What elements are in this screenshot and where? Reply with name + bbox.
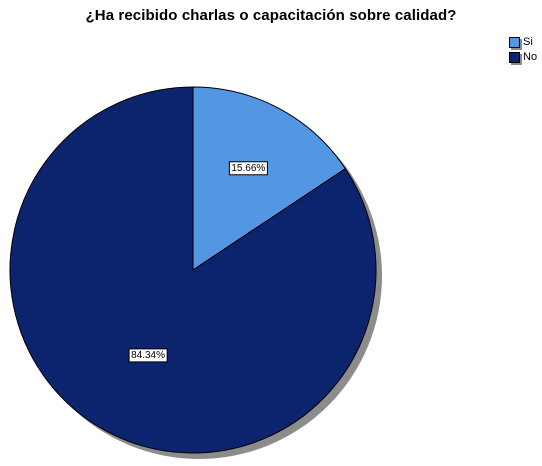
pie-slices: [9, 86, 377, 454]
data-label-text-no: 84.34%: [131, 350, 165, 361]
legend-item-si: Si: [509, 35, 533, 49]
legend-swatch-si: [509, 36, 520, 48]
data-label-box-si: [228, 161, 268, 176]
legend-swatch-no: [509, 51, 520, 63]
pie-slice-no: [9, 86, 377, 454]
data-label-si: 15.66%: [228, 161, 268, 176]
data-label-no: 84.34%: [128, 348, 168, 363]
data-label-text-si: 15.66%: [231, 163, 265, 174]
data-label-box-no: [128, 348, 168, 363]
pie-data-labels: 15.66% 84.34%: [128, 161, 268, 363]
chart-title: ¿Ha recibido charlas o capacitación sobr…: [85, 7, 457, 24]
legend-label-no: No: [523, 51, 538, 63]
legend-item-no: No: [509, 50, 537, 64]
legend-label-si: Si: [523, 36, 533, 48]
pie-slice-si: [192, 86, 347, 271]
